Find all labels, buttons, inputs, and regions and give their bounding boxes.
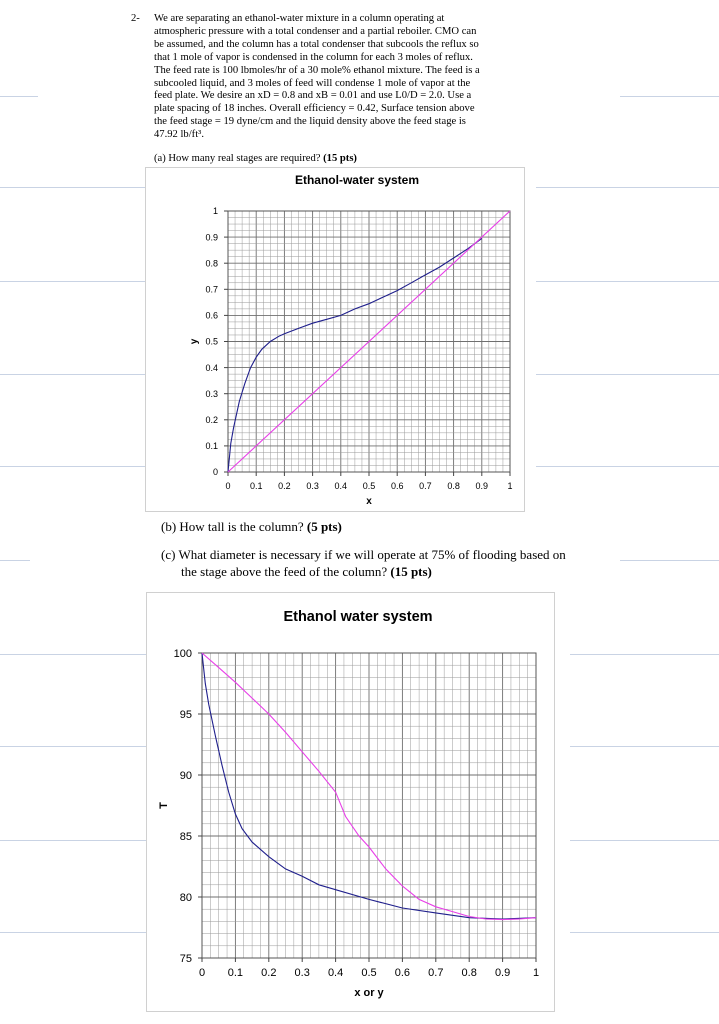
x-tick-label: 0.2 [261, 967, 276, 979]
y-tick-label: 0 [213, 467, 218, 477]
x-tick-label: 0.1 [228, 967, 243, 979]
y-tick-label: 0.7 [205, 284, 218, 294]
background-rule [0, 654, 146, 655]
background-rule [0, 932, 146, 933]
series-line-1 [201, 652, 537, 920]
question-part-b: (b) How tall is the column? (5 pts) [161, 519, 342, 535]
background-rule [0, 281, 196, 282]
x-tick-label: 0.9 [495, 967, 510, 979]
problem-line: subcooled liquid, and 3 moles of feed wi… [154, 77, 471, 89]
y-axis-label: T [158, 802, 170, 809]
background-rule [0, 96, 38, 97]
background-rule [620, 560, 719, 561]
background-rule [536, 374, 719, 375]
y-tick-label: 95 [180, 709, 192, 721]
part-a-text: (a) How many real stages are required? [154, 153, 324, 164]
problem-line: 47.92 lb/ft³. [154, 129, 204, 141]
question-part-a: (a) How many real stages are required? (… [154, 153, 357, 164]
background-rule [0, 560, 30, 561]
background-rule [620, 96, 719, 97]
series-line-1 [227, 237, 483, 473]
x-tick-label: 0.7 [419, 481, 432, 491]
problem-line: the feed stage = 19 dyne/cm and the liqu… [154, 116, 466, 128]
txy-chart: Ethanol water system 0 0.1 0.2 0.3 0.4 0.5 0.6 0… [146, 592, 555, 1012]
background-rule [0, 187, 196, 188]
background-rule [536, 281, 719, 282]
part-c-line1: (c) What diameter is necessary if we wil… [161, 547, 566, 562]
background-rule [0, 466, 196, 467]
y-tick-label: 85 [180, 831, 192, 843]
background-rule [0, 746, 146, 747]
y-axis-label: y [189, 338, 200, 344]
txy-chart-svg: Ethanol water system 0 0.1 0.2 0.3 0.4 0.5 0.6 0… [146, 592, 555, 1012]
background-rule [0, 374, 196, 375]
part-a-points: (15 pts) [323, 153, 357, 164]
y-tick-label: 0.6 [205, 311, 218, 321]
problem-body: We are separating an ethanol-water mixtu… [154, 13, 554, 142]
equilibrium-chart: Ethanol-water system 0 0.1 0.2 0.3 0.4 0.5 0.6 0… [145, 167, 525, 512]
y-tick-label: 90 [180, 770, 192, 782]
x-tick-label: 0.6 [395, 967, 410, 979]
y-tick-label: 0.3 [205, 389, 218, 399]
background-rule [536, 466, 719, 467]
series-line-2 [201, 652, 537, 921]
x-tick-label: 0.2 [278, 481, 291, 491]
x-tick-label: 0.3 [306, 481, 319, 491]
y-tick-label: 100 [174, 648, 192, 660]
x-tick-label: 0.3 [295, 967, 310, 979]
problem-line: that 1 mole of vapor is condensed in the… [154, 51, 473, 63]
x-tick-label: 0.5 [361, 967, 376, 979]
x-tick-label: 1 [533, 967, 539, 979]
y-tick-label: 0.9 [205, 232, 218, 242]
y-tick-label: 75 [180, 953, 192, 965]
background-rule [0, 840, 146, 841]
part-b-points: (5 pts) [306, 519, 342, 534]
y-tick-label: 0.5 [205, 337, 218, 347]
background-rule [570, 932, 719, 933]
question-part-c: (c) What diameter is necessary if we wil… [161, 546, 611, 580]
x-tick-label: 0.4 [335, 481, 348, 491]
problem-line: atmospheric pressure with a total conden… [154, 25, 477, 37]
background-rule [570, 654, 719, 655]
problem-line: be assumed, and the column has a total c… [154, 38, 479, 50]
x-tick-label: 0.5 [363, 481, 376, 491]
y-tick-label: 1 [213, 206, 218, 216]
part-c-points: (15 pts) [390, 564, 432, 579]
x-axis-label: x [366, 496, 372, 507]
x-tick-label: 0.8 [447, 481, 460, 491]
x-tick-label: 0.8 [462, 967, 477, 979]
problem-line: plate spacing of 18 inches. Overall effi… [154, 103, 475, 115]
problem-number: 2- [131, 13, 140, 24]
problem-line: feed plate. We desire an xD = 0.8 and xB… [154, 90, 472, 102]
background-rule [536, 187, 719, 188]
x-tick-label: 0.1 [250, 481, 263, 491]
series-line-2 [227, 210, 511, 473]
y-tick-label: 0.1 [205, 441, 218, 451]
y-tick-label: 0.4 [205, 363, 218, 373]
x-axis-label: x or y [354, 987, 384, 999]
background-rule [570, 746, 719, 747]
x-tick-label: 0.9 [476, 481, 489, 491]
equilibrium-chart-svg: Ethanol-water system 0 0.1 0.2 0.3 0.4 0.5 0.6 0… [145, 167, 525, 512]
x-tick-label: 0.4 [328, 967, 343, 979]
y-tick-label: 0.2 [205, 415, 218, 425]
x-tick-label: 0.7 [428, 967, 443, 979]
x-tick-label: 1 [507, 481, 512, 491]
background-rule [570, 840, 719, 841]
problem-line: We are separating an ethanol-water mixtu… [154, 13, 445, 24]
x-tick-label: 0 [225, 481, 230, 491]
y-tick-label: 0.8 [205, 258, 218, 268]
x-tick-label: 0.6 [391, 481, 404, 491]
chart-title: Ethanol-water system [295, 173, 419, 187]
y-tick-label: 80 [180, 892, 192, 904]
problem-line: The feed rate is 100 lbmoles/hr of a 30 … [154, 64, 480, 76]
part-b-text: (b) How tall is the column? [161, 519, 307, 534]
chart-title: Ethanol water system [283, 609, 432, 625]
part-c-line2: the stage above the feed of the column? [181, 564, 391, 579]
x-tick-label: 0 [199, 967, 205, 979]
